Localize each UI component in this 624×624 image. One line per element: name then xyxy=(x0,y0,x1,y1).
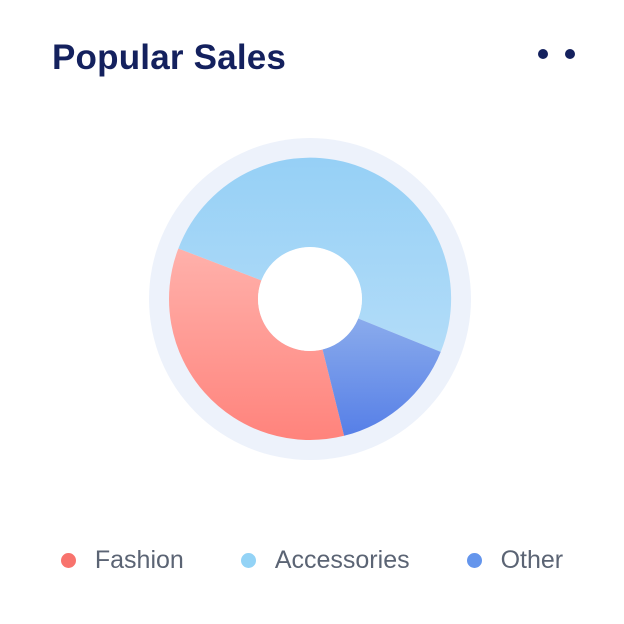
card-title: Popular Sales xyxy=(52,38,287,77)
slice-fashion[interactable] xyxy=(169,248,345,440)
donut-hole xyxy=(258,247,362,351)
accessories-dot-icon xyxy=(240,553,256,568)
legend-label: Other xyxy=(500,546,564,574)
other-dot-icon xyxy=(466,553,482,568)
slices-group xyxy=(169,157,452,440)
slice-accessories[interactable] xyxy=(178,157,452,352)
slice-other[interactable] xyxy=(322,318,441,436)
fashion-dot-icon xyxy=(60,553,76,568)
donut-chart xyxy=(145,134,475,464)
legend-item-fashion[interactable]: Fashion xyxy=(60,546,184,574)
menu-dot-icon xyxy=(538,49,548,59)
legend-item-accessories[interactable]: Accessories xyxy=(240,546,410,574)
chart-legend: Fashion Accessories Other xyxy=(0,548,624,573)
legend-label: Fashion xyxy=(94,546,184,574)
legend-label: Accessories xyxy=(274,546,410,574)
legend-item-other[interactable]: Other xyxy=(466,546,564,574)
menu-dot-icon xyxy=(565,49,575,59)
options-menu[interactable] xyxy=(538,49,575,59)
donut-chart-svg xyxy=(149,138,471,460)
